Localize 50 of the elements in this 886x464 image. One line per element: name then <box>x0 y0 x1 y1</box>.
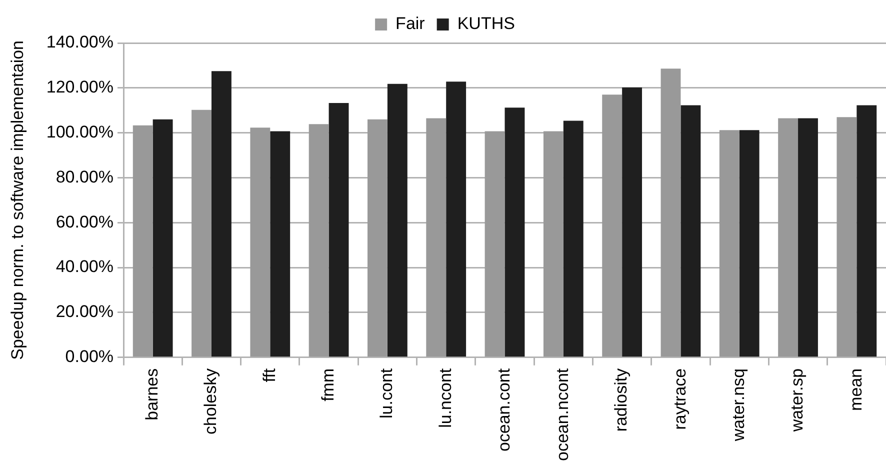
y-tick-label: 0.00% <box>65 347 114 366</box>
bar <box>270 131 290 357</box>
x-tick-label: lu.cont <box>377 368 396 418</box>
y-tick-label: 120.00% <box>46 78 114 97</box>
x-tick-label: ocean.cont <box>494 368 514 452</box>
bar <box>211 71 232 357</box>
bar <box>836 117 857 357</box>
x-tick-label: cholesky <box>201 368 220 435</box>
bar <box>622 87 642 357</box>
x-tick-label: fmm <box>318 368 338 402</box>
y-tick-label: 40.00% <box>56 257 114 276</box>
bar <box>484 131 505 357</box>
y-tick-label: 20.00% <box>56 302 114 322</box>
bar <box>328 102 349 357</box>
bar <box>192 110 212 357</box>
bar <box>660 68 681 357</box>
legend-label: KUTHS <box>457 14 515 34</box>
x-tick-label: fft <box>260 368 279 382</box>
x-tick-label: mean <box>846 368 866 411</box>
bar <box>798 118 818 357</box>
y-tick-label: 140.00% <box>46 32 114 52</box>
bar <box>602 94 622 357</box>
x-tick-label: lu.ncont <box>436 368 455 428</box>
bar <box>387 84 408 357</box>
bar <box>856 105 877 357</box>
y-tick-label: 60.00% <box>56 212 114 232</box>
x-tick-label: water.nsq <box>729 368 748 442</box>
bar <box>426 118 446 357</box>
legend-label: Fair <box>396 14 426 34</box>
bar <box>563 120 584 357</box>
y-tick-label: 100.00% <box>46 122 114 142</box>
bar <box>368 119 388 357</box>
x-tick-label: ocean.ncont <box>553 368 572 462</box>
y-tick-label: 80.00% <box>56 167 114 186</box>
bar <box>250 128 270 357</box>
bar <box>132 125 153 357</box>
x-tick-label: barnes <box>142 368 162 420</box>
bar <box>680 105 701 357</box>
bar <box>739 130 760 357</box>
x-tick-label: radiosity <box>612 368 631 432</box>
bar <box>308 124 329 357</box>
bar <box>504 108 525 357</box>
bar <box>778 118 798 357</box>
bar <box>446 82 466 357</box>
bar <box>152 119 173 357</box>
y-axis-title: Speedup norm. to software implementaion <box>8 40 27 360</box>
x-tick-label: water.sp <box>788 368 807 433</box>
bar <box>719 130 740 357</box>
bar <box>543 131 564 357</box>
x-tick-label: raytrace <box>670 368 690 430</box>
